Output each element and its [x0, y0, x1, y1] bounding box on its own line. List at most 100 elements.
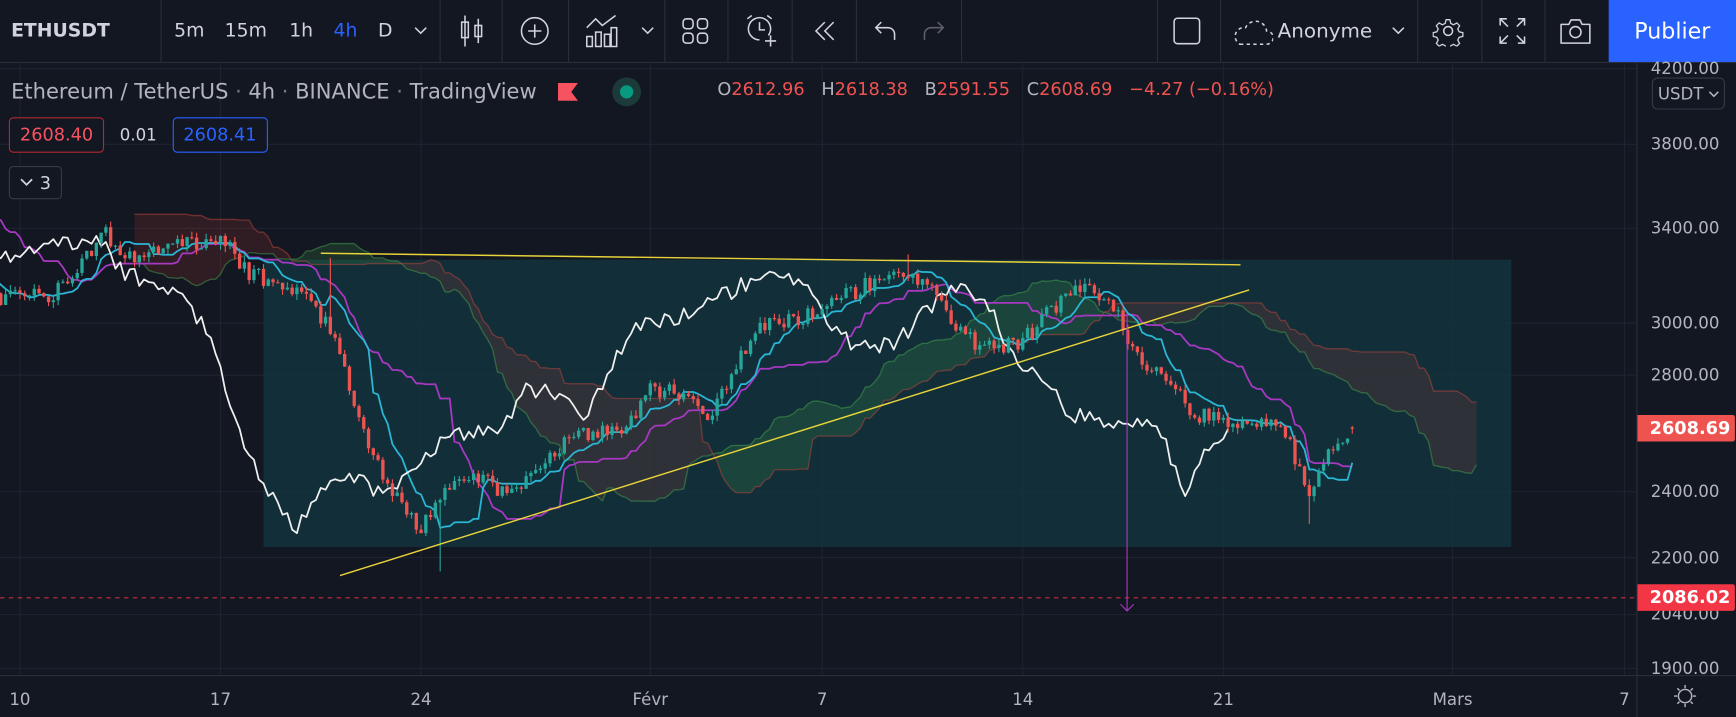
redo-button[interactable] [919, 0, 948, 62]
price-axis[interactable]: 4200.00 3800.00 3400.00 3000.00 2800.00 2400.… [1636, 59, 1736, 678]
candle-body [180, 239, 184, 246]
time-tick-label: 14 [1012, 689, 1034, 710]
fullscreen-button[interactable] [1497, 0, 1528, 62]
timeframe-15m[interactable]: 15m [224, 19, 267, 43]
ichimoku-cloud-segment [826, 403, 832, 437]
candle-body [366, 428, 371, 449]
candle-body [1264, 418, 1268, 426]
ichimoku-cloud-segment [798, 408, 804, 470]
candle-body [1083, 283, 1087, 292]
layout-button[interactable] [1171, 0, 1202, 62]
candle-body [1259, 418, 1264, 427]
ichimoku-cloud-segment [1471, 402, 1477, 474]
ichimoku-cloud-segment [1247, 302, 1252, 315]
time-axis[interactable]: 10 17 24 Févr 7 14 21 Mars 7 [0, 675, 1736, 717]
series-legend: Ethereum / TetherUS · 4h · BINANCE · Tra… [11, 75, 643, 108]
redo-icon [923, 21, 945, 40]
ichimoku-cloud-segment [946, 338, 952, 371]
candle-body [648, 383, 652, 396]
ichimoku-cloud-segment [1337, 348, 1343, 380]
candle-body [562, 437, 566, 454]
cloud-icon [1234, 20, 1274, 46]
price-chart[interactable] [0, 0, 1637, 676]
ichimoku-cloud-segment [583, 383, 589, 487]
candle-body [237, 253, 242, 269]
candle-body [109, 227, 113, 247]
ichimoku-cloud-segment [569, 383, 574, 460]
candle-body [701, 405, 705, 414]
candle-body [600, 425, 605, 438]
candle-body [1130, 343, 1135, 347]
arrow-head-icon [1120, 603, 1135, 612]
indicators-button[interactable] [583, 0, 618, 62]
ichimoku-cloud-segment [1318, 345, 1324, 372]
ichimoku-cloud-segment [755, 438, 761, 487]
symbol-label: ETHUSDT [11, 19, 110, 43]
indicators-dropdown[interactable] [638, 0, 658, 62]
candle-body [705, 413, 710, 420]
candle-body [0, 293, 3, 305]
candle-body [725, 388, 729, 390]
templates-button[interactable] [680, 0, 711, 62]
undo-button[interactable] [871, 0, 900, 62]
chart-type-button[interactable] [454, 0, 489, 62]
ichimoku-cloud-segment [769, 419, 775, 478]
candle-body [209, 239, 213, 241]
sell-button[interactable]: 2608.40 [8, 117, 105, 153]
timeframe-d[interactable]: D [378, 19, 393, 43]
ichimoku-cloud-segment [860, 387, 866, 429]
settings-button[interactable] [1432, 0, 1465, 62]
ichimoku-cloud-segment [1347, 348, 1353, 390]
candle-body [405, 502, 409, 515]
candle-body [1030, 327, 1034, 339]
compare-button[interactable] [518, 0, 551, 62]
instrument-name[interactable]: Ethereum / TetherUS [11, 79, 229, 105]
timeframe-1h[interactable]: 1h [289, 19, 314, 43]
candle-body [624, 426, 629, 434]
timeframe-4h[interactable]: 4h [333, 19, 358, 43]
market-status-icon[interactable] [610, 75, 643, 108]
ichimoku-cloud-segment [898, 354, 904, 394]
ichimoku-cloud-segment [239, 220, 245, 258]
ichimoku-cloud-segment [602, 385, 608, 501]
candle-body [543, 463, 547, 469]
publish-button[interactable]: Publier [1608, 0, 1736, 62]
ichimoku-cloud-segment [717, 452, 722, 476]
buy-button[interactable]: 2608.41 [172, 117, 268, 153]
candle-body [768, 318, 772, 331]
candle-body [581, 427, 586, 431]
alert-price-badge[interactable]: 2086.02 [1637, 584, 1735, 612]
alert-button[interactable] [743, 0, 778, 62]
candle-body [500, 486, 504, 496]
candle-body [963, 326, 968, 335]
candle-body [171, 243, 175, 245]
timeframe-5m[interactable]: 5m [174, 19, 205, 43]
ichimoku-cloud-segment [855, 396, 861, 433]
candle-body [271, 279, 275, 283]
timeframe-dropdown[interactable] [410, 0, 432, 62]
candle-body [323, 316, 328, 324]
account-save-button[interactable]: Anonyme [1231, 0, 1408, 62]
candle-body [247, 262, 251, 281]
symbol-search-button[interactable]: ETHUSDT [11, 0, 111, 62]
ichimoku-cloud-segment [612, 397, 617, 494]
replay-button[interactable] [809, 0, 840, 62]
last-price-badge[interactable]: 2608.69 [1637, 415, 1735, 442]
indicators-collapse-button[interactable]: 3 [8, 165, 62, 200]
price-tick-label: 3400.00 [1650, 218, 1720, 239]
ichimoku-cloud-segment [1366, 351, 1372, 399]
candle-body [457, 479, 461, 481]
candle-body [161, 248, 165, 254]
fullscreen-icon [1499, 18, 1526, 44]
divider [1481, 0, 1483, 62]
candle-body [514, 487, 519, 489]
auto-scale-icon[interactable] [1673, 684, 1697, 708]
candle-body [8, 290, 13, 295]
candle-body [896, 271, 901, 273]
candle-body [892, 271, 896, 275]
flag-icon[interactable] [557, 82, 579, 102]
replay-icon [814, 21, 835, 41]
currency-dropdown[interactable]: USDT [1651, 77, 1725, 110]
ichimoku-cloud-segment [215, 219, 221, 280]
snapshot-button[interactable] [1559, 0, 1592, 62]
